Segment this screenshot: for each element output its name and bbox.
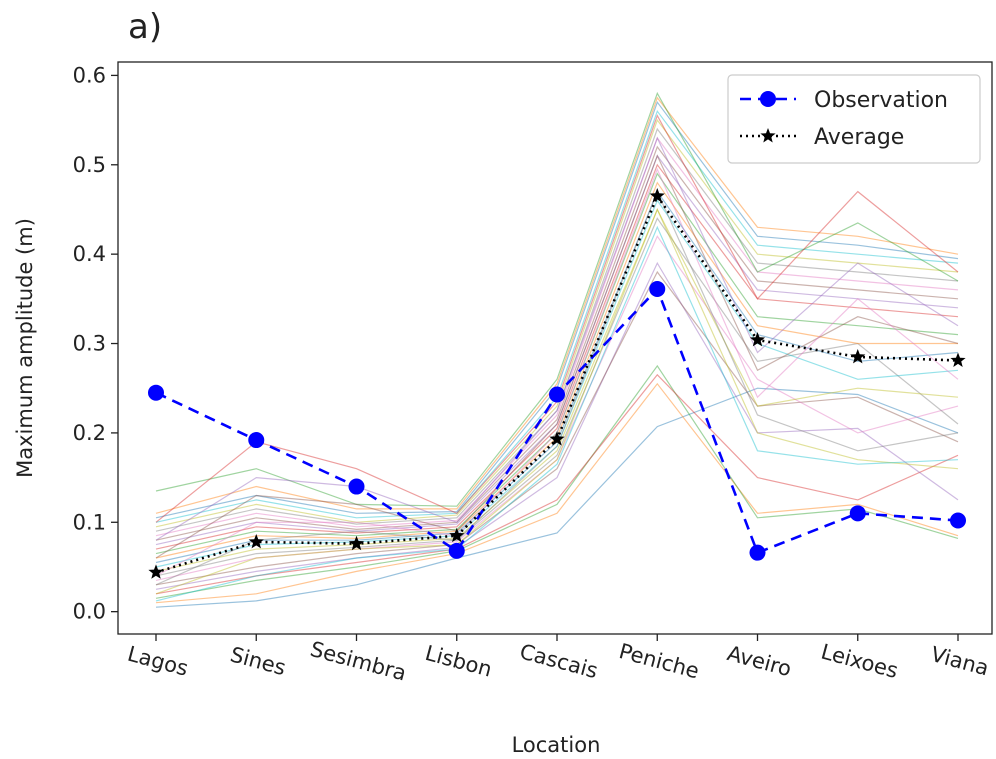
ensemble-member-line [155, 261, 959, 590]
ensemble-member-line [155, 208, 959, 572]
y-tick-label: 0.1 [73, 510, 106, 534]
y-axis: 0.0 0.1 0.2 0.3 0.4 0.5 0.6 [73, 63, 118, 624]
ensemble-member-line [155, 145, 959, 541]
ensemble-member-line [155, 163, 959, 550]
legend-average-marker [760, 128, 776, 143]
average-point [850, 348, 866, 364]
ensemble-member-line [155, 127, 959, 532]
observation-point [348, 478, 365, 495]
ensemble-member-line [155, 217, 959, 577]
average-point [950, 352, 966, 367]
y-tick-label: 0.0 [73, 600, 106, 624]
y-tick-label: 0.2 [73, 421, 106, 445]
average-point [549, 431, 565, 446]
y-tick-label: 0.6 [73, 63, 106, 87]
ensemble-member-line [155, 154, 959, 546]
ensemble-member-line [155, 154, 959, 559]
ensemble-member-line [155, 96, 959, 514]
ensemble-member-line [155, 235, 959, 581]
average-point [749, 331, 766, 347]
legend-average-label: Average [814, 125, 904, 150]
observation-point [950, 512, 966, 529]
legend-observation-label: Observation [814, 88, 948, 113]
plot-frame [117, 61, 993, 635]
series-markers [148, 188, 966, 579]
average-point [449, 527, 465, 543]
ensemble-member-line [155, 373, 959, 595]
average-point [348, 535, 365, 551]
panel-label: a) [128, 7, 162, 47]
y-tick-label: 0.3 [73, 332, 106, 356]
ensemble-member-line [155, 136, 959, 537]
legend-observation-marker [760, 91, 776, 107]
observation-point [549, 386, 565, 403]
y-tick-label: 0.4 [73, 242, 106, 266]
y-axis-title: Maximum amplitude (m) [13, 218, 37, 478]
ensemble-member-line [155, 136, 959, 541]
observation-point [749, 544, 766, 561]
ensemble-member-line [155, 387, 959, 608]
observation-point [649, 281, 666, 298]
average-point [649, 188, 665, 203]
average-point [248, 533, 264, 549]
observation-point [849, 505, 866, 522]
x-axis-title: Location [512, 733, 601, 757]
legend-box [727, 74, 981, 164]
ensemble-member-line [155, 382, 959, 604]
ensemble-member-line [155, 225, 959, 602]
legend: Observation Average [727, 74, 981, 164]
ensemble-member-line [155, 91, 959, 507]
observation-point [448, 542, 465, 559]
ensemble-member-line [155, 364, 959, 599]
y-tick-label: 0.5 [73, 153, 106, 177]
observation-point [148, 384, 164, 401]
ensemble-member-line [155, 118, 959, 528]
ensemble-member-line [155, 190, 959, 586]
ensemble-member-line [155, 207, 959, 595]
ensemble-member-line [155, 270, 959, 586]
average-point [148, 564, 164, 579]
observation-point [248, 432, 265, 449]
